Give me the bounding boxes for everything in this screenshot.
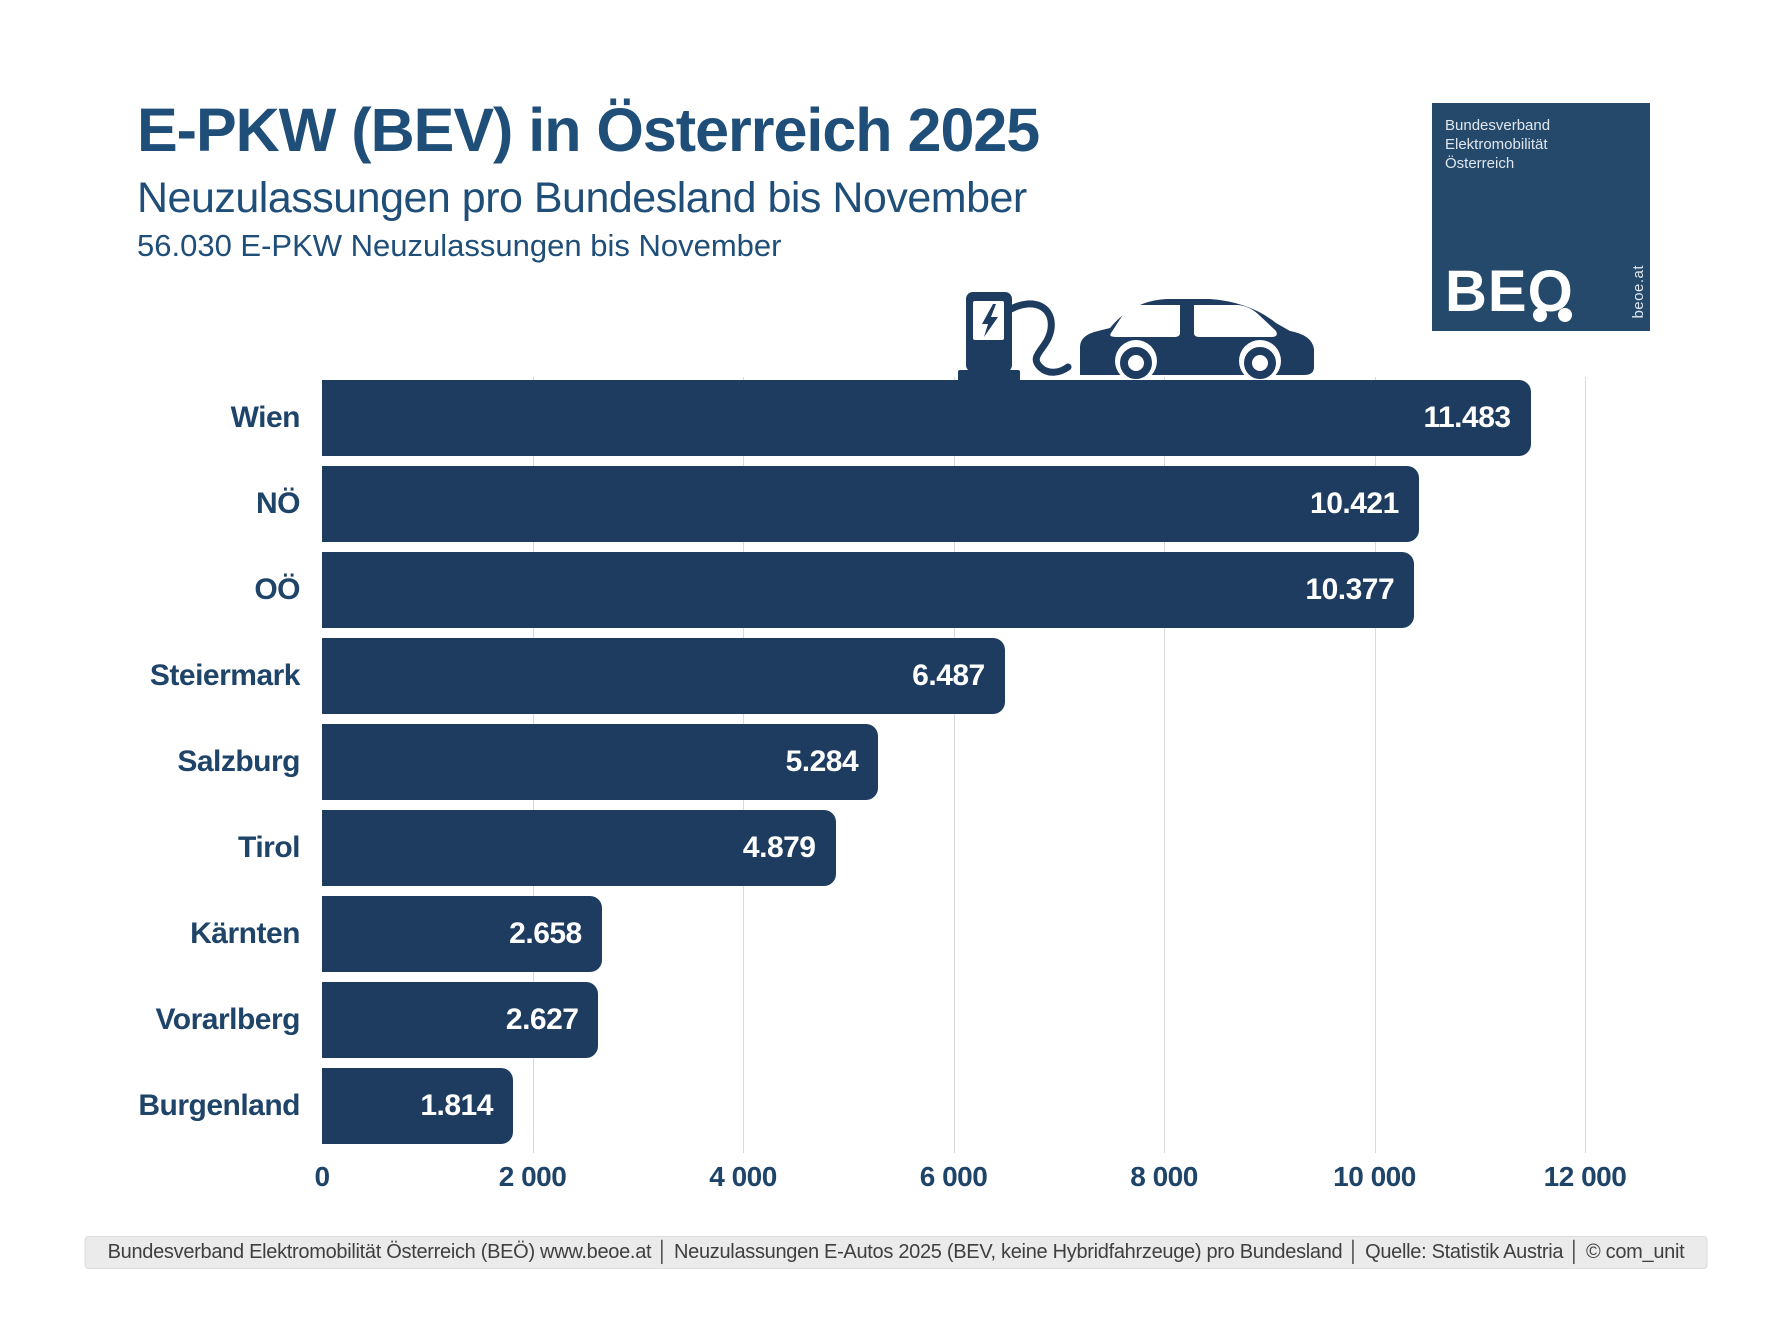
gridline	[1164, 377, 1165, 1153]
bar-row: Steiermark 6.487	[132, 633, 1607, 719]
x-tick-label: 12 000	[1543, 1161, 1627, 1192]
x-tick-label: 2 000	[498, 1161, 567, 1192]
x-tick-label: 8 000	[1130, 1161, 1198, 1192]
wheel-icon	[1120, 347, 1152, 379]
total-note: 56.030 E-PKW Neuzulassungen bis November	[137, 228, 782, 264]
bar-value-label: 5.284	[785, 745, 859, 778]
bar-row: Kärnten 2.658	[132, 891, 1607, 977]
x-axis: 0 2 000 4 000 6 000 8 000 10 000 12 000	[314, 1161, 1626, 1197]
bar-track: 2.627	[322, 982, 1585, 1058]
logo-dots-icon	[1533, 308, 1572, 322]
bar: 11.483	[322, 380, 1531, 456]
category-label: Burgenland	[138, 1089, 300, 1122]
category-label: OÖ	[254, 573, 300, 606]
charging-cable	[1007, 300, 1072, 376]
header: E-PKW (BEV) in Österreich 2025 Neuzulass…	[137, 96, 1040, 264]
x-tick-label: 4 000	[709, 1161, 777, 1192]
dot-icon	[1558, 308, 1572, 322]
bar-row: Salzburg 5.284	[132, 719, 1607, 805]
bar: 1.814	[322, 1068, 513, 1144]
lightning-bolt-icon	[982, 304, 998, 337]
wheel-icon	[1244, 347, 1276, 379]
x-tick-label: 0	[314, 1161, 330, 1192]
charger-base	[958, 370, 1020, 381]
logo-org-line1: Bundesverband	[1445, 117, 1551, 134]
car-rear-window	[1194, 305, 1277, 337]
bar-track: 2.658	[322, 896, 1585, 972]
bar: 10.421	[322, 466, 1419, 542]
bar: 5.284	[322, 724, 879, 800]
logo-org-line2: Elektromobilität	[1445, 136, 1548, 154]
bar-value-label: 1.814	[420, 1089, 493, 1122]
bar-track: 10.421	[322, 466, 1585, 542]
bar-row: NÖ 10.421	[132, 461, 1607, 547]
page-title: E-PKW (BEV) in Österreich 2025	[137, 96, 1040, 164]
x-tick-label: 10 000	[1333, 1161, 1416, 1192]
bar-track: 5.284	[322, 724, 1585, 800]
page-subtitle: Neuzulassungen pro Bundesland bis Novemb…	[137, 174, 1027, 223]
bar: 4.879	[322, 810, 836, 886]
bar-row: Tirol 4.879	[132, 805, 1607, 891]
logo-org-line3: Österreich	[1445, 155, 1515, 173]
bar-track: 6.487	[322, 638, 1585, 714]
category-label: Vorarlberg	[155, 1003, 301, 1036]
bar-value-label: 11.483	[1423, 401, 1511, 434]
logo-acronym: BEO	[1445, 259, 1574, 324]
gridline	[953, 377, 955, 1153]
bar-row: OÖ 10.377	[132, 547, 1607, 633]
beo-logo: Bundesverband Elektromobilität Österreic…	[1432, 103, 1650, 331]
gridline	[1585, 377, 1586, 1153]
logo-domain: beoe.at	[1630, 265, 1647, 319]
gridline	[1374, 377, 1376, 1153]
category-label: Steiermark	[149, 659, 301, 692]
category-label: Kärnten	[190, 917, 300, 950]
bar-track: 11.483	[322, 380, 1585, 456]
bar-row: Vorarlberg 2.627	[132, 977, 1607, 1063]
bar-value-label: 2.627	[505, 1003, 579, 1036]
bar: 10.377	[322, 552, 1415, 628]
bar: 2.658	[322, 896, 602, 972]
bar: 6.487	[322, 638, 1005, 714]
bar-value-label: 4.879	[742, 831, 816, 864]
bar-row: Burgenland 1.814	[132, 1063, 1607, 1149]
bar-track: 10.377	[322, 552, 1585, 628]
footer-note: Bundesverband Elektromobilität Österreic…	[84, 1236, 1708, 1269]
category-label: NÖ	[256, 487, 301, 520]
bar-track: 1.814	[322, 1068, 1585, 1144]
car-front-window	[1110, 305, 1180, 337]
ev-charging-station-and-car-icon	[958, 292, 1314, 381]
bar: 2.627	[322, 982, 599, 1058]
logo-org-name: Bundesverband Elektromobilität Österreic…	[1445, 116, 1550, 174]
bar-value-label: 2.658	[509, 917, 582, 950]
x-tick-label: 6 000	[919, 1161, 988, 1192]
category-label: Salzburg	[177, 745, 300, 778]
bar-row: Wien 11.483	[132, 375, 1607, 461]
dot-icon	[1533, 308, 1547, 322]
bar-value-label: 10.377	[1305, 573, 1395, 606]
bar-rows: Wien 11.483 NÖ 10.421 OÖ 10.377 Steiermark 6.48…	[132, 375, 1607, 1149]
bar-track: 4.879	[322, 810, 1585, 886]
bar-chart: Wien 11.483 NÖ 10.421 OÖ 10.377 Steiermark 6.48…	[132, 375, 1627, 1192]
category-label: Tirol	[238, 831, 300, 864]
bar-value-label: 6.487	[912, 659, 985, 692]
category-label: Wien	[230, 401, 301, 434]
bar-value-label: 10.421	[1310, 487, 1399, 520]
